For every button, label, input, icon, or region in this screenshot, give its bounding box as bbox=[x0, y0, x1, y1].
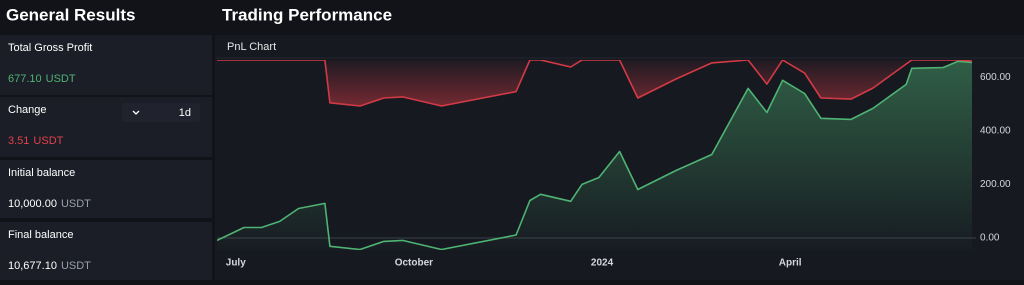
value-unit: USDT bbox=[61, 260, 91, 272]
x-tick-label: April bbox=[779, 258, 802, 269]
section-title: Trading Performance bbox=[222, 5, 392, 24]
card-value: 3.51 USDT bbox=[8, 135, 64, 147]
y-tick-label: 400.00 bbox=[980, 126, 1011, 137]
card bbox=[0, 160, 212, 218]
value-amount: 10,677.10 bbox=[8, 260, 57, 272]
x-tick-label: October bbox=[395, 258, 433, 269]
card bbox=[0, 35, 212, 95]
card-value: 10,677.10 USDT bbox=[8, 260, 91, 272]
series-area bbox=[217, 61, 972, 250]
period-value[interactable]: 1d bbox=[179, 107, 191, 119]
plot: 0.00 200.00 400.00 600.00 July October 2024 Apr… bbox=[217, 60, 1011, 269]
y-tick-label: 600.00 bbox=[980, 72, 1011, 83]
series-line bbox=[217, 60, 972, 107]
card-value: 677.10 USDT bbox=[8, 73, 76, 85]
dropdown-chevron bbox=[132, 110, 140, 115]
card-label: Final balance bbox=[8, 229, 73, 241]
x-tick-label: 2024 bbox=[591, 258, 614, 269]
card-label: Initial balance bbox=[8, 167, 75, 179]
y-tick-label: 0.00 bbox=[980, 233, 1000, 244]
value-amount: 10,000.00 bbox=[8, 198, 57, 210]
series-line bbox=[217, 60, 972, 250]
y-tick-label: 200.00 bbox=[980, 179, 1011, 190]
value-unit: USDT bbox=[33, 135, 63, 147]
chart-title: PnL Chart bbox=[227, 41, 276, 53]
period-dropdown[interactable] bbox=[122, 103, 200, 122]
card-label: Total Gross Profit bbox=[8, 42, 92, 54]
value-amount: 3.51 bbox=[8, 135, 29, 147]
card bbox=[0, 222, 212, 280]
card-label: Change bbox=[8, 104, 47, 116]
plot-area bbox=[217, 60, 972, 250]
value-amount: 677.10 bbox=[8, 73, 42, 85]
series-area bbox=[217, 60, 972, 106]
value-unit: USDT bbox=[46, 73, 76, 85]
value-unit: USDT bbox=[61, 198, 91, 210]
sidebar: Total Gross Profit 677.10 USDT Change 3.51 US… bbox=[0, 35, 212, 280]
x-tick-label: July bbox=[226, 258, 246, 269]
sidebar-title: General Results bbox=[6, 5, 135, 24]
card-value: 10,000.00 USDT bbox=[8, 198, 91, 210]
